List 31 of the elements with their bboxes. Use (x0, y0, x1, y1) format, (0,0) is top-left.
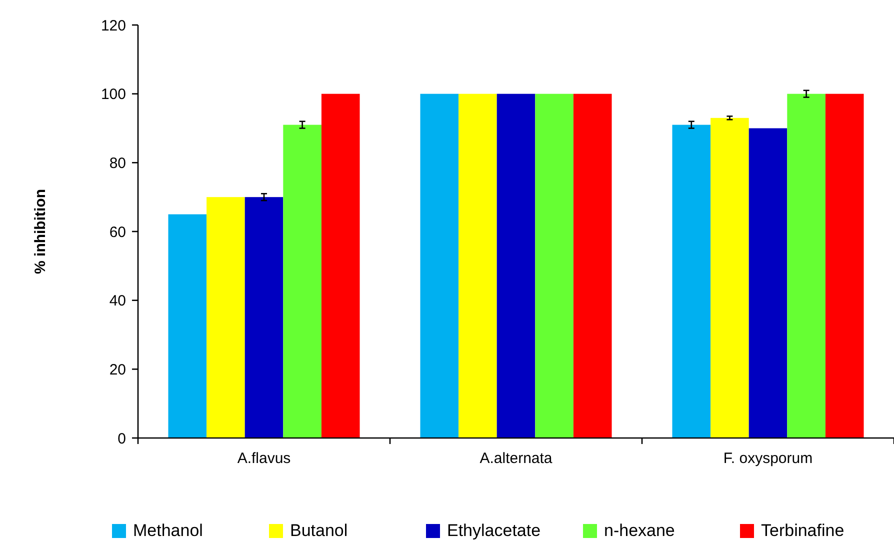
bar (672, 124, 711, 438)
bar (748, 128, 788, 438)
x-tick-label: A.alternata (480, 450, 553, 467)
y-axis-title: % inhibition (32, 189, 49, 274)
bar (168, 214, 207, 438)
y-tick-label: 0 (118, 430, 126, 448)
legend-label: Terbinafine (761, 521, 844, 540)
y-tick-label: 60 (109, 224, 126, 241)
bar (496, 94, 536, 438)
x-tick-label: A.flavus (237, 450, 291, 467)
bar (206, 197, 245, 438)
legend-label: n-hexane (604, 521, 675, 540)
bar (573, 94, 612, 438)
bar (244, 197, 284, 438)
bar (283, 124, 322, 438)
bar (458, 94, 497, 438)
y-tick-label: 80 (109, 154, 126, 172)
legend-label: Ethylacetate (447, 521, 541, 540)
bar (420, 94, 459, 438)
legend-label: Butanol (290, 521, 348, 540)
bar (321, 94, 360, 438)
x-tick-label: F. oxysporum (723, 450, 813, 467)
y-tick-label: 20 (109, 361, 126, 378)
bar (825, 94, 864, 438)
bar (535, 94, 574, 438)
legend-label: Methanol (133, 521, 203, 540)
bar (710, 118, 749, 438)
bar (787, 94, 826, 438)
y-tick-label: 120 (100, 17, 126, 34)
y-tick-label: 100 (100, 86, 126, 104)
y-tick-label: 40 (109, 292, 126, 310)
